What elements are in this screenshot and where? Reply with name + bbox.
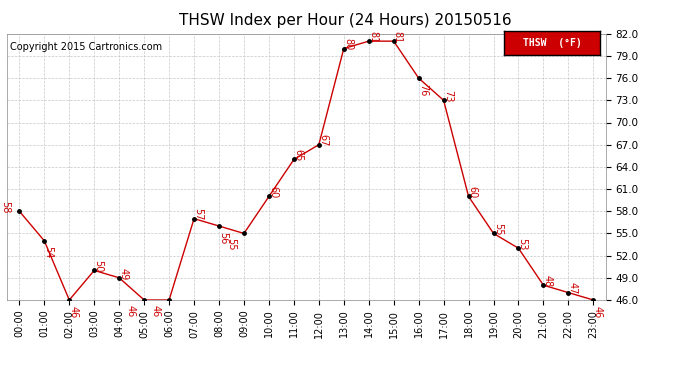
Text: 67: 67 xyxy=(318,134,328,147)
Text: 49: 49 xyxy=(119,267,128,280)
Text: 60: 60 xyxy=(468,186,477,198)
Text: 76: 76 xyxy=(418,84,428,97)
Text: 80: 80 xyxy=(343,38,353,51)
Text: 81: 81 xyxy=(368,31,378,43)
Text: 58: 58 xyxy=(1,201,10,213)
Text: 56: 56 xyxy=(218,232,228,245)
Text: 46: 46 xyxy=(126,305,135,317)
Text: 55: 55 xyxy=(493,223,503,236)
Text: 60: 60 xyxy=(268,186,278,198)
Text: 46: 46 xyxy=(593,306,602,319)
Text: 50: 50 xyxy=(93,260,104,272)
Text: Copyright 2015 Cartronics.com: Copyright 2015 Cartronics.com xyxy=(10,42,162,52)
Text: 46: 46 xyxy=(68,306,79,319)
Text: 65: 65 xyxy=(293,149,303,162)
Text: 73: 73 xyxy=(443,90,453,102)
Text: 47: 47 xyxy=(568,282,578,295)
Text: THSW Index per Hour (24 Hours) 20150516: THSW Index per Hour (24 Hours) 20150516 xyxy=(179,13,511,28)
Text: 53: 53 xyxy=(518,238,528,250)
Text: 57: 57 xyxy=(193,208,204,221)
Text: 54: 54 xyxy=(43,246,54,258)
Text: 81: 81 xyxy=(393,31,403,43)
Text: 48: 48 xyxy=(542,275,553,287)
Text: 55: 55 xyxy=(226,238,237,251)
Text: 46: 46 xyxy=(150,305,160,317)
